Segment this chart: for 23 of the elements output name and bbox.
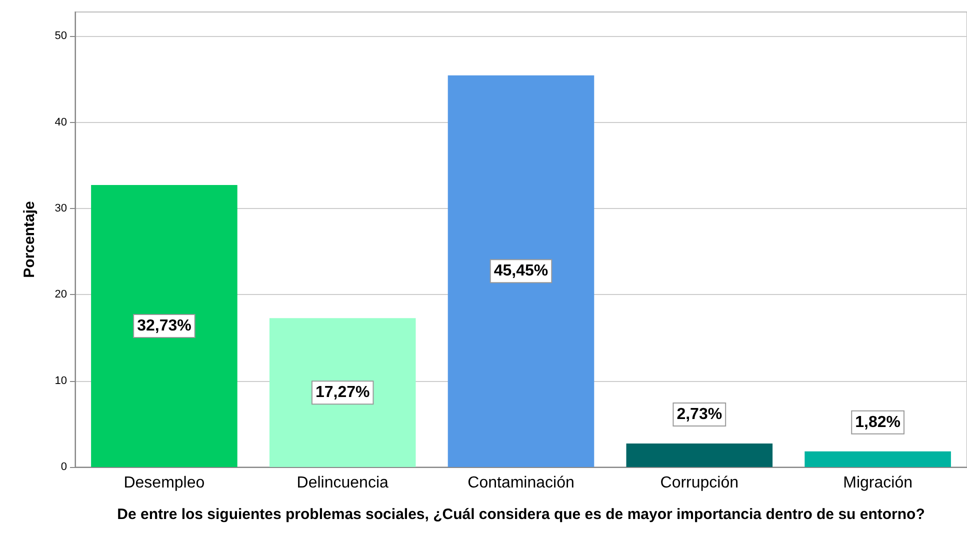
bar (448, 75, 594, 467)
data-label: 1,82% (855, 414, 900, 431)
x-axis-title: De entre los siguientes problemas sociales, ¿Cuál considera que es de mayor importancia dentro de su entorno? (117, 506, 925, 523)
data-label: 17,27% (315, 384, 370, 402)
data-label: 45,45% (494, 262, 548, 280)
bar (804, 451, 951, 467)
y-tick-label: 10 (54, 374, 67, 387)
bar (269, 318, 416, 467)
y-tick-label: 20 (54, 288, 67, 301)
bar (91, 184, 238, 467)
y-tick-label: 30 (54, 202, 67, 214)
x-tick-label: Contaminación (468, 474, 574, 492)
y-axis-title: Porcentaje (21, 201, 38, 278)
x-tick-label: Migración (843, 474, 912, 492)
x-tick-label: Desempleo (124, 474, 205, 492)
x-tick-label: Corrupción (660, 474, 739, 492)
y-tick-label: 50 (54, 30, 67, 42)
y-tick-label: 40 (54, 116, 67, 128)
bar (626, 443, 773, 467)
data-label: 2,73% (676, 406, 722, 423)
data-label: 32,73% (137, 317, 192, 334)
y-tick-label: 0 (60, 461, 67, 473)
x-tick-label: Delincuencia (296, 474, 389, 492)
